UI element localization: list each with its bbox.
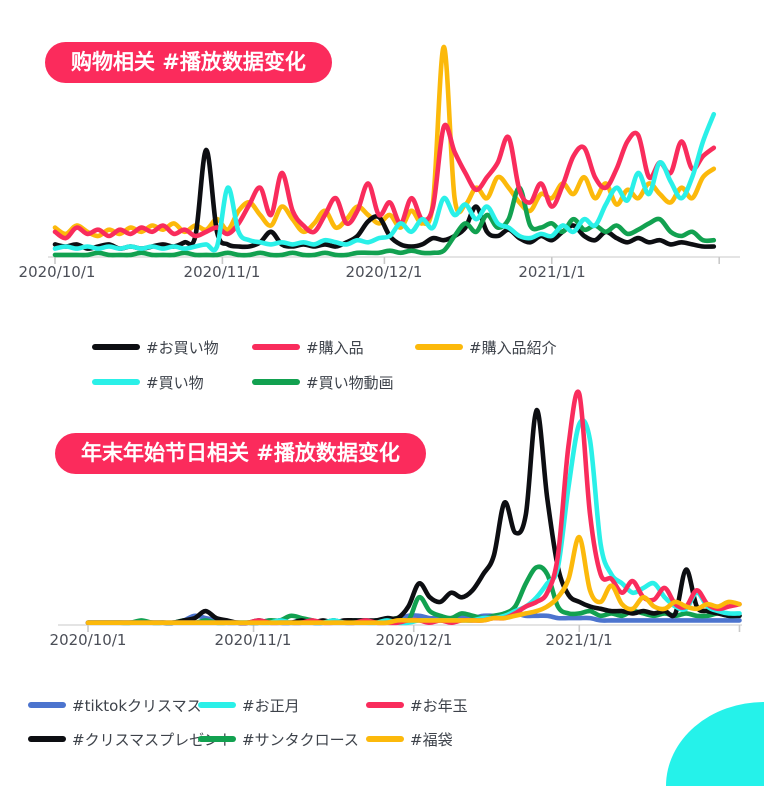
chart2-holiday-line-chart [58,389,742,632]
corner-quarter-circle-decoration [666,702,764,786]
legend-label: #サンタクロース [242,730,359,749]
chart1-xtick-oct: 2020/10/1 [18,263,96,281]
legend-swatch-oshougatsu [198,702,236,708]
legend-label: #お買い物 [146,338,219,357]
legend-label: #クリスマスプレゼント [72,730,235,749]
chart2-xtick-jan: 2021/1/1 [545,631,613,649]
legend-label: #お正月 [242,696,300,715]
legend-label: #tiktokクリスマス [72,696,202,715]
chart2-xtick-nov: 2020/11/1 [214,631,292,649]
legend-swatch-okaimono [92,344,140,350]
legend-swatch-santa-claus [198,736,236,742]
legend-label: #買い物動画 [306,373,394,392]
legend-label: #購入品 [306,338,364,357]
chart1-xtick-nov: 2020/11/1 [183,263,261,281]
legend-label: #買い物 [146,373,204,392]
legend-swatch-otoshidama [366,702,404,708]
legend-swatch-kounyuuhin [252,344,300,350]
legend-item: #買い物 [92,371,204,393]
chart1-shopping-line-chart [48,44,740,264]
legend-swatch-kaimono [92,379,140,385]
legend-item: #お年玉 [366,694,468,716]
legend-swatch-kaimono-douga [252,379,300,385]
chart1-xtick-jan: 2021/1/1 [518,263,586,281]
legend-item: #サンタクロース [198,728,359,750]
legend-label: #福袋 [410,730,453,749]
chart2-xtick-dec: 2020/12/1 [375,631,453,649]
legend-item: #tiktokクリスマス [28,694,202,716]
legend-item: #買い物動画 [252,371,394,393]
legend-item: #福袋 [366,728,453,750]
legend-swatch-tiktok-christmas [28,702,66,708]
legend-item: #お買い物 [92,336,219,358]
legend-item: #お正月 [198,694,300,716]
legend-item: #購入品 [252,336,364,358]
legend-swatch-fukubukuro [366,736,404,742]
legend-label: #お年玉 [410,696,468,715]
chart1-xtick-dec: 2020/12/1 [345,263,423,281]
legend-item: #クリスマスプレゼント [28,728,234,750]
legend-label: #購入品紹介 [469,338,557,357]
chart2-xtick-oct: 2020/10/1 [49,631,127,649]
legend-swatch-christmas-present [28,736,66,742]
chart2-title-badge: 年末年始节日相关 #播放数据变化 [55,433,426,474]
legend-swatch-kounyuuhin-shoukai [415,344,463,350]
chart1-title-badge: 购物相关 #播放数据变化 [45,42,332,83]
legend-item: #購入品紹介 [415,336,557,358]
